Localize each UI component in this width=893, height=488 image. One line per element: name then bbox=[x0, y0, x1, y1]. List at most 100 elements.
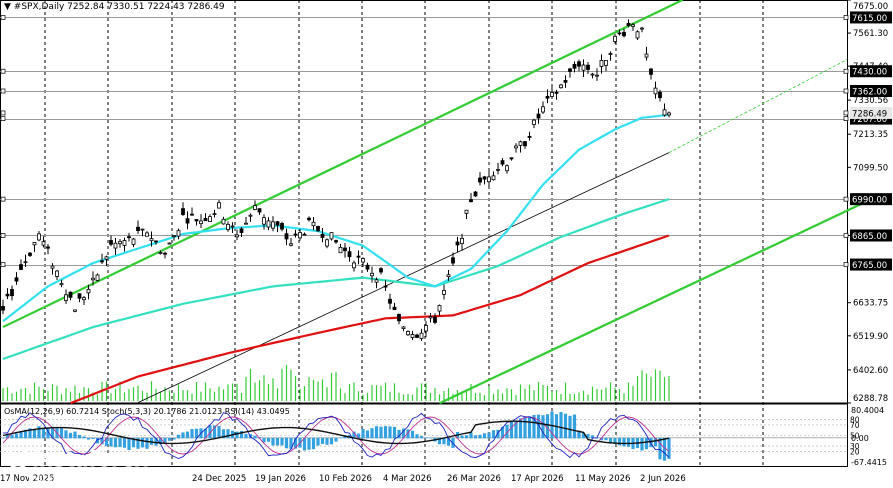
collapse-triangle-icon[interactable]: ▼ bbox=[4, 2, 11, 12]
osma-bar bbox=[176, 434, 181, 439]
osma-bar bbox=[217, 425, 221, 439]
candle-body bbox=[239, 228, 244, 233]
candle-body bbox=[154, 240, 158, 243]
candle-body bbox=[658, 91, 662, 99]
osma-bar bbox=[379, 426, 383, 439]
candle-body bbox=[667, 112, 671, 116]
candle-body bbox=[383, 285, 388, 288]
ema-fast-line bbox=[2, 113, 670, 323]
osma-bar bbox=[266, 437, 271, 442]
candle-body bbox=[626, 22, 631, 27]
candle-body bbox=[271, 221, 275, 229]
level-marker-icon bbox=[0, 233, 6, 238]
candle-body bbox=[532, 119, 536, 125]
candle-body bbox=[46, 246, 50, 249]
level-marker-icon bbox=[843, 233, 849, 238]
price-tick-label-3: 7330.56 bbox=[853, 96, 888, 106]
osma-bar bbox=[244, 433, 248, 439]
osma-bar bbox=[626, 437, 631, 447]
osma-bar bbox=[617, 437, 622, 446]
osma-bar bbox=[82, 436, 86, 439]
candle-body bbox=[311, 221, 316, 227]
price-tick-label-8: 6519.90 bbox=[853, 332, 888, 342]
level-marker-icon bbox=[843, 15, 849, 20]
stoch-main-line bbox=[2, 412, 670, 459]
candle-body bbox=[185, 218, 190, 224]
candle-body bbox=[361, 258, 365, 263]
candle-body bbox=[113, 242, 118, 249]
candle-body bbox=[14, 277, 19, 282]
candle-body bbox=[167, 242, 172, 245]
osma-bar bbox=[95, 437, 100, 444]
candle-body bbox=[208, 216, 212, 222]
candle-body bbox=[235, 234, 239, 238]
candle-body bbox=[604, 60, 608, 66]
candle-body bbox=[419, 332, 424, 339]
candle-body bbox=[338, 247, 343, 254]
osma-bar bbox=[541, 415, 545, 439]
level-marker-icon bbox=[843, 116, 849, 121]
osma-bar bbox=[428, 437, 433, 439]
osma-bar bbox=[667, 437, 671, 459]
osma-bar bbox=[253, 435, 257, 439]
key-level-label-5: 6865.00 bbox=[852, 232, 887, 242]
candle-body bbox=[415, 334, 419, 338]
osma-bar bbox=[406, 429, 410, 439]
indicator-header: OsMA(12,26,9) 60.7214 Stoch(5,3,3) 20.17… bbox=[4, 407, 290, 416]
candle-body bbox=[149, 238, 154, 242]
osma-bar bbox=[338, 437, 343, 439]
candle-body bbox=[158, 252, 163, 254]
candle-body bbox=[640, 27, 644, 30]
candle-body bbox=[316, 226, 320, 232]
osma-bar bbox=[113, 437, 118, 448]
candle-body bbox=[365, 264, 370, 270]
osma-tick-label-1: 0.00 bbox=[851, 434, 869, 443]
stoch-level-label-4: 20 bbox=[850, 447, 860, 456]
osma-bar bbox=[1, 437, 5, 439]
candle-body bbox=[505, 165, 509, 172]
trend-line bbox=[137, 152, 670, 404]
osma-bar bbox=[545, 414, 550, 439]
candle-body bbox=[289, 243, 293, 246]
candle-body bbox=[91, 277, 95, 281]
osma-bar bbox=[334, 437, 338, 442]
osma-bar bbox=[320, 437, 325, 444]
osma-bar bbox=[473, 435, 478, 439]
candle-body bbox=[64, 294, 68, 301]
osma-bar bbox=[536, 414, 541, 439]
osma-bar bbox=[127, 437, 131, 451]
candle-body bbox=[397, 313, 401, 322]
level-marker-icon bbox=[0, 110, 6, 116]
date-tick-label-4: 4 Mar 2026 bbox=[383, 474, 431, 484]
candle-body bbox=[464, 209, 469, 214]
candle-body bbox=[59, 283, 64, 286]
key-level-label-3: 7267.00 bbox=[852, 115, 887, 125]
osma-bar bbox=[523, 416, 527, 439]
candle-body bbox=[172, 235, 176, 238]
osma-bar bbox=[28, 428, 32, 439]
osma-bar bbox=[275, 437, 280, 446]
osma-bar bbox=[208, 425, 212, 439]
candle-body bbox=[28, 252, 32, 256]
candle-body bbox=[554, 91, 559, 94]
osma-bar bbox=[149, 437, 154, 445]
candle-body bbox=[181, 208, 185, 216]
osma-bar bbox=[145, 437, 149, 449]
osma-bar bbox=[644, 437, 649, 450]
candle-body bbox=[82, 297, 86, 301]
osma-bar bbox=[550, 411, 554, 439]
osma-bar bbox=[109, 437, 113, 447]
trend-line-projection bbox=[668, 59, 848, 153]
candle-body bbox=[352, 262, 356, 269]
candle-body bbox=[343, 247, 347, 252]
osma-bar bbox=[613, 437, 617, 444]
osma-bar bbox=[289, 437, 293, 449]
osma-bar bbox=[46, 428, 50, 439]
candle-body bbox=[50, 265, 55, 269]
candle-body bbox=[374, 279, 379, 283]
osma-bar bbox=[239, 430, 244, 439]
osma-bar bbox=[374, 426, 379, 439]
osma-bar bbox=[599, 437, 604, 441]
